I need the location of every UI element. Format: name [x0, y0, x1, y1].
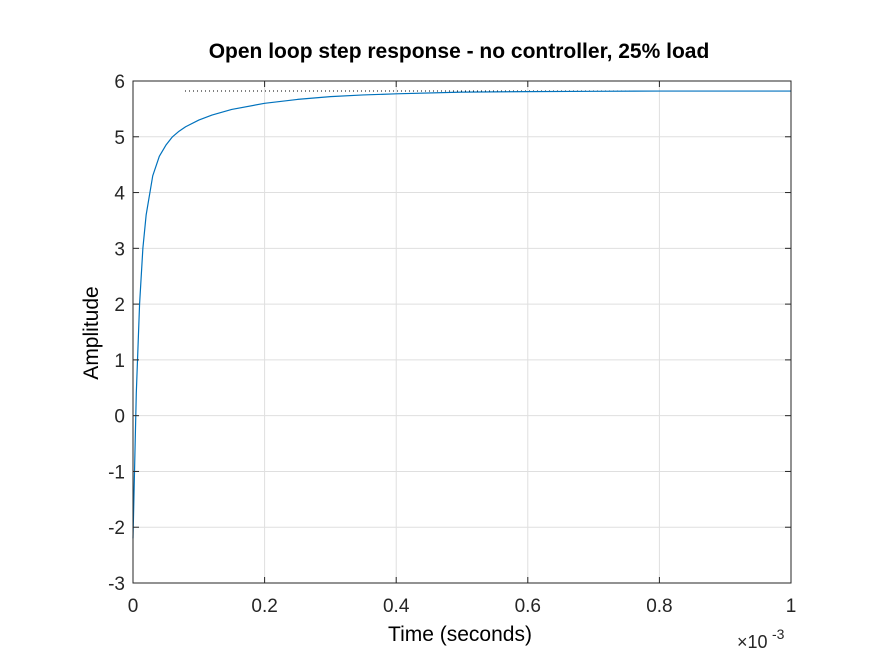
- y-tick-label: 4: [114, 184, 125, 205]
- x-tick-label: 0.4: [383, 596, 410, 617]
- x-axis-ticks: 0 0.2 0.4 0.6 0.8 1: [128, 81, 797, 617]
- y-tick-label: 5: [114, 128, 125, 149]
- y-tick-label: 2: [114, 295, 125, 316]
- chart-title: Open loop step response - no controller,…: [209, 40, 710, 63]
- series-layer: [132, 90, 791, 539]
- y-tick-label: 1: [114, 351, 125, 372]
- x-tick-label: 0.2: [251, 596, 277, 617]
- y-tick-label: -3: [108, 574, 125, 595]
- y-axis-label: Amplitude: [80, 286, 103, 379]
- x-axis-multiplier: ×10 -3: [737, 626, 785, 652]
- y-tick-label: 6: [114, 72, 125, 93]
- x-axis-multiplier-exponent: -3: [772, 626, 785, 642]
- x-tick-label: 0: [128, 596, 139, 617]
- x-tick-label: 0.8: [646, 596, 672, 617]
- x-axis-label: Time (seconds): [388, 623, 532, 646]
- y-tick-label: 3: [114, 239, 125, 260]
- y-tick-label: -1: [108, 462, 125, 483]
- plot-box: [132, 80, 792, 584]
- x-axis-multiplier-base: ×10: [737, 632, 768, 652]
- grid-lines: [132, 80, 792, 584]
- step-response-line: [132, 90, 791, 539]
- y-tick-label: 0: [114, 407, 125, 428]
- x-tick-label: 1: [786, 596, 797, 617]
- plot-area: [133, 81, 791, 583]
- y-tick-label: -2: [108, 518, 125, 539]
- y-axis-ticks: -3 -2 -1 0 1 2 3 4 5 6: [108, 72, 791, 595]
- x-tick-label: 0.6: [515, 596, 541, 617]
